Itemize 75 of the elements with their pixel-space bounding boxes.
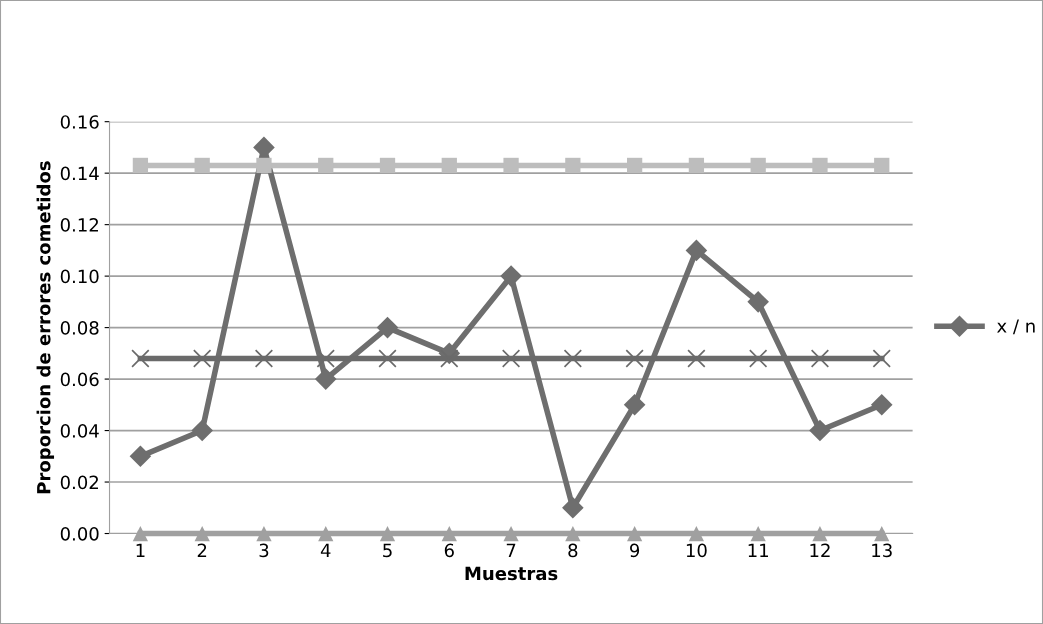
- y-tick-label: 0.04: [60, 424, 99, 438]
- point: [131, 349, 150, 368]
- point: [626, 157, 643, 174]
- point: [565, 525, 581, 542]
- point: [440, 349, 459, 368]
- x-tick-label: 10: [686, 543, 707, 558]
- point: [191, 419, 213, 442]
- x-tick-label: 3: [259, 543, 269, 558]
- point: [378, 349, 397, 368]
- point: [626, 525, 643, 542]
- x-tick-label: 4: [320, 543, 331, 557]
- point: [812, 525, 828, 542]
- point: [565, 157, 581, 174]
- point: [379, 157, 396, 174]
- point: [441, 157, 457, 174]
- x-tick-label: 2: [197, 543, 207, 557]
- point: [256, 157, 272, 174]
- point: [563, 349, 583, 368]
- x-tick-label: 13: [872, 543, 892, 558]
- y-tick-label: 0.02: [60, 475, 98, 490]
- point: [194, 157, 210, 174]
- point: [318, 157, 334, 174]
- point: [194, 525, 210, 542]
- y-tick-label: 0.06: [60, 372, 99, 387]
- point: [688, 525, 705, 542]
- point: [562, 496, 584, 519]
- point: [129, 445, 152, 468]
- point: [441, 525, 457, 542]
- x-tick-label: 6: [444, 543, 454, 558]
- x-tick-label: 12: [810, 543, 830, 557]
- x-tick-label: 7: [506, 543, 516, 557]
- point: [132, 157, 149, 174]
- y-axis-title: Proporcion de errores cometidos: [36, 161, 55, 494]
- point: [132, 525, 149, 542]
- x-tick-label: 5: [383, 543, 392, 558]
- x-tick-label: 9: [630, 543, 640, 558]
- point: [316, 349, 335, 368]
- x-tick-label: 8: [568, 543, 578, 558]
- point: [685, 239, 708, 262]
- point: [688, 157, 705, 174]
- point: [503, 525, 519, 542]
- point: [874, 157, 890, 174]
- y-tick-label: 0.10: [60, 269, 99, 284]
- point: [314, 368, 337, 390]
- point: [750, 157, 766, 174]
- point: [749, 349, 768, 368]
- point: [501, 349, 521, 368]
- point: [256, 525, 272, 542]
- point: [318, 525, 334, 542]
- y-tick-label: 0.08: [60, 321, 99, 335]
- point: [810, 349, 830, 368]
- point: [812, 157, 828, 174]
- point: [625, 349, 644, 368]
- point: [687, 349, 706, 368]
- y-tick-label: 0.16: [60, 115, 99, 129]
- x-tick-label: 1: [136, 543, 145, 557]
- y-tick-label: 0.14: [60, 166, 99, 181]
- point: [750, 525, 766, 542]
- point: [193, 349, 212, 368]
- point: [623, 394, 646, 416]
- point: [872, 349, 891, 368]
- point: [376, 316, 399, 339]
- point: [874, 525, 890, 542]
- point: [254, 349, 274, 368]
- point: [870, 394, 893, 416]
- y-tick-label: 0.00: [60, 526, 99, 541]
- point: [503, 157, 519, 174]
- point: [747, 291, 769, 313]
- x-axis-title: Muestras: [465, 566, 558, 581]
- y-tick-label: 0.12: [60, 218, 98, 232]
- point: [500, 265, 522, 287]
- point: [379, 525, 396, 542]
- point: [809, 419, 831, 442]
- x-tick-label: 11: [748, 543, 768, 557]
- legend-label: x / n: [997, 319, 1035, 335]
